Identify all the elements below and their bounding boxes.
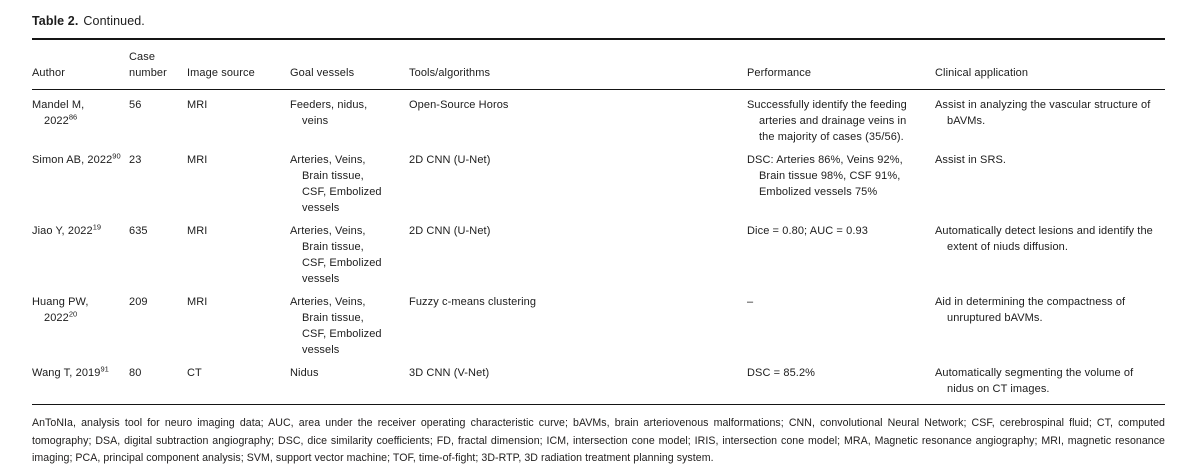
author-text: Jiao Y, 2022 (32, 225, 93, 237)
goal-vessels-cell: Arteries, Veins, Brain tissue, CSF, Embo… (290, 223, 409, 294)
case-number-text: 635 (129, 225, 148, 237)
performance-cell: Dice = 0.80; AUC = 0.93 (747, 223, 935, 294)
header-row: Author Case number Image source Goal ves… (32, 40, 1165, 90)
performance-text: DSC: Arteries 86%, Veins 92%, Brain tiss… (747, 154, 903, 198)
column-header-tools-algorithms: Tools/algorithms (409, 40, 747, 90)
author-cell: Huang PW, 202220 (32, 294, 129, 365)
tools-text: 2D CNN (U-Net) (409, 225, 491, 237)
tools-cell: 3D CNN (V-Net) (409, 365, 747, 404)
case-number-cell: 56 (129, 90, 187, 153)
column-header-clinical-application: Clinical application (935, 40, 1165, 90)
clinical-application-text: Automatically segmenting the volume of n… (935, 367, 1134, 395)
clinical-application-text: Aid in determining the compactness of un… (935, 296, 1126, 324)
image-source-text: MRI (187, 225, 208, 237)
author-cell: Wang T, 201991 (32, 365, 129, 404)
goal-vessels-cell: Arteries, Veins, Brain tissue, CSF, Embo… (290, 152, 409, 223)
author-text: Huang PW, 2022 (32, 296, 89, 324)
column-header-author: Author (32, 40, 129, 90)
case-number-cell: 23 (129, 152, 187, 223)
tools-text: Open-Source Horos (409, 99, 509, 111)
tools-text: Fuzzy c-means clustering (409, 296, 537, 308)
table-row: Mandel M, 202286 56 MRI Feeders, nidus, … (32, 90, 1165, 153)
tools-text: 3D CNN (V-Net) (409, 367, 490, 379)
clinical-application-cell: Assist in SRS. (935, 152, 1165, 223)
table-header: Author Case number Image source Goal ves… (32, 40, 1165, 90)
performance-cell: – (747, 294, 935, 365)
author-text: Wang T, 2019 (32, 367, 101, 379)
performance-cell: DSC = 85.2% (747, 365, 935, 404)
author-cell: Jiao Y, 202219 (32, 223, 129, 294)
goal-vessels-cell: Arteries, Veins, Brain tissue, CSF, Embo… (290, 294, 409, 365)
image-source-cell: MRI (187, 152, 290, 223)
case-number-text: 80 (129, 367, 142, 379)
clinical-application-text: Automatically detect lesions and identif… (935, 225, 1153, 253)
clinical-application-cell: Automatically segmenting the volume of n… (935, 365, 1165, 404)
goal-vessels-text: Feeders, nidus, veins (290, 99, 368, 127)
image-source-text: MRI (187, 296, 208, 308)
goal-vessels-cell: Nidus (290, 365, 409, 404)
table-row: Huang PW, 202220 209 MRI Arteries, Veins… (32, 294, 1165, 365)
tools-cell: Open-Source Horos (409, 90, 747, 153)
column-header-goal-vessels: Goal vessels (290, 40, 409, 90)
case-number-text: 23 (129, 154, 142, 166)
table-row: Wang T, 201991 80 CT Nidus 3D CNN (V-Net… (32, 365, 1165, 404)
image-source-cell: MRI (187, 294, 290, 365)
column-header-image-source: Image source (187, 40, 290, 90)
image-source-cell: MRI (187, 90, 290, 153)
performance-text: – (747, 296, 754, 308)
clinical-application-cell: Assist in analyzing the vascular structu… (935, 90, 1165, 153)
author-cell: Simon AB, 202290 (32, 152, 129, 223)
goal-vessels-cell: Feeders, nidus, veins (290, 90, 409, 153)
table-row: Jiao Y, 202219 635 MRI Arteries, Veins, … (32, 223, 1165, 294)
goal-vessels-text: Arteries, Veins, Brain tissue, CSF, Embo… (290, 296, 382, 356)
clinical-application-cell: Automatically detect lesions and identif… (935, 223, 1165, 294)
case-number-text: 56 (129, 99, 142, 111)
performance-cell: Successfully identify the feeding arteri… (747, 90, 935, 153)
table-row: Simon AB, 202290 23 MRI Arteries, Veins,… (32, 152, 1165, 223)
image-source-cell: CT (187, 365, 290, 404)
tools-cell: 2D CNN (U-Net) (409, 152, 747, 223)
reference-superscript: 20 (68, 309, 78, 319)
goal-vessels-text: Nidus (290, 367, 319, 379)
reference-superscript: 90 (112, 151, 121, 161)
case-number-cell: 635 (129, 223, 187, 294)
performance-cell: DSC: Arteries 86%, Veins 92%, Brain tiss… (747, 152, 935, 223)
case-number-text: 209 (129, 296, 148, 308)
table-bottom-rule (32, 404, 1165, 405)
table-top-rule (32, 38, 1165, 40)
goal-vessels-text: Arteries, Veins, Brain tissue, CSF, Embo… (290, 154, 382, 214)
clinical-application-text: Assist in SRS. (935, 154, 1007, 166)
table-number-label: Table 2. (32, 14, 79, 28)
reference-superscript: 19 (92, 222, 102, 232)
image-source-cell: MRI (187, 223, 290, 294)
tools-cell: 2D CNN (U-Net) (409, 223, 747, 294)
table-title: Table 2. Continued. (32, 13, 1165, 29)
results-table: Author Case number Image source Goal ves… (32, 40, 1165, 404)
performance-text: Dice = 0.80; AUC = 0.93 (747, 225, 868, 237)
tools-text: 2D CNN (U-Net) (409, 154, 491, 166)
case-number-cell: 209 (129, 294, 187, 365)
image-source-text: MRI (187, 154, 208, 166)
column-header-case-number: Case number (129, 40, 187, 90)
image-source-text: MRI (187, 99, 208, 111)
author-text: Simon AB, 2022 (32, 154, 113, 166)
case-number-cell: 80 (129, 365, 187, 404)
table-footnote: AnToNIa, analysis tool for neuro imaging… (32, 417, 1165, 464)
image-source-text: CT (187, 367, 202, 379)
performance-text: Successfully identify the feeding arteri… (747, 99, 907, 143)
author-text: Mandel M, 2022 (32, 99, 85, 127)
clinical-application-text: Assist in analyzing the vascular structu… (935, 99, 1151, 127)
clinical-application-cell: Aid in determining the compactness of un… (935, 294, 1165, 365)
goal-vessels-text: Arteries, Veins, Brain tissue, CSF, Embo… (290, 225, 382, 285)
reference-superscript: 86 (68, 112, 78, 122)
reference-superscript: 91 (100, 364, 109, 374)
table-continued-label: Continued. (83, 14, 145, 28)
performance-text: DSC = 85.2% (747, 367, 816, 379)
column-header-performance: Performance (747, 40, 935, 90)
author-cell: Mandel M, 202286 (32, 90, 129, 153)
tools-cell: Fuzzy c-means clustering (409, 294, 747, 365)
